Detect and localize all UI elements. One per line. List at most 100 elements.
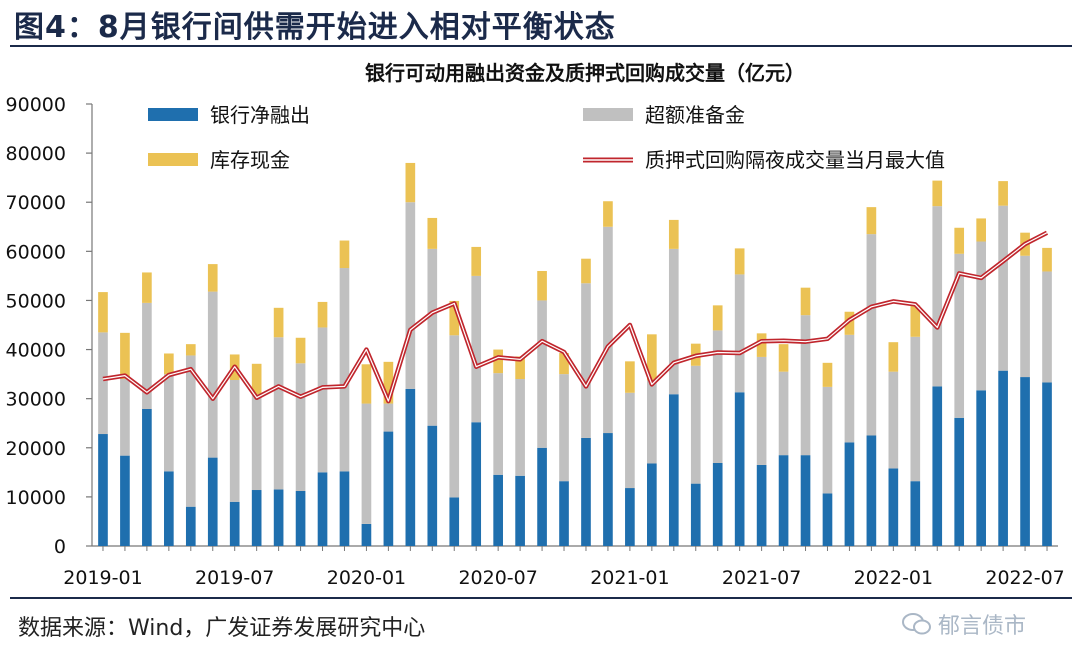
y-tick-label: 80000 [6,143,66,165]
bar-cash [800,287,811,316]
bar-net-financing [625,488,635,546]
bar-excess-reserve [120,379,130,456]
chart: 银行可动用融出资金及质押式回购成交量（亿元） 0 10000 20000 30000 4… [6,61,1065,589]
bar-net-financing [515,475,525,546]
bar-net-financing [1042,382,1052,546]
bar-cash [910,305,921,337]
bar-cash [888,342,899,372]
bar-excess-reserve [734,274,745,393]
bar-cash [668,219,679,249]
bar-net-financing [251,490,262,546]
bar-excess-reserve [317,327,328,473]
top-divider [10,45,1072,47]
x-tick-label: 2021-07 [722,567,801,589]
bar-excess-reserve [932,206,943,387]
y-tick-label: 30000 [6,389,66,411]
bar-net-financing [690,483,701,546]
bar-cash [976,218,986,242]
y-tick-label: 50000 [6,290,66,312]
figure-title: 图4：8月银行间供需开始进入相对平衡状态 [14,10,616,45]
bar-excess-reserve [98,332,108,435]
bar-net-financing [910,481,921,546]
x-axis: 2019-01 2019-07 2020-01 2020-07 2021-01 2021-… [63,545,1065,589]
bar-net-financing [383,431,394,546]
bar-cash [932,180,943,207]
bar-net-financing [339,471,350,546]
bar-excess-reserve [976,241,986,391]
bar-net-financing [142,408,152,546]
bar-excess-reserve [273,337,284,490]
bar-cash [207,264,218,292]
bar-net-financing [778,455,789,546]
x-tick-label: 2019-07 [195,567,274,589]
bar-cash [317,301,328,328]
bar-net-financing [800,455,811,546]
bar-net-financing [844,442,855,546]
bar-cash [405,162,416,203]
y-tick-label: 60000 [6,241,66,263]
x-tick-label: 2021-01 [590,567,669,589]
bar-excess-reserve [515,379,525,476]
bar-excess-reserve [207,291,218,458]
bar-cash [185,344,196,356]
bar-excess-reserve [1020,255,1030,378]
bar-cash [559,352,569,375]
bar-excess-reserve [998,205,1008,371]
bar-net-financing [888,468,899,546]
bar-net-financing [120,455,130,546]
bottom-divider [10,597,1072,599]
bar-cash [427,217,438,249]
bar-net-financing [471,422,482,546]
bar-net-financing [361,523,372,546]
bar-excess-reserve [164,374,174,472]
bar-cash [361,364,372,404]
bar-net-financing [734,392,745,546]
bar-net-financing [998,370,1008,546]
x-tick-label: 2022-07 [985,567,1064,589]
bar-cash [515,356,525,380]
bar-cash [734,248,745,275]
y-tick-label: 70000 [6,192,66,214]
bar-cash [339,240,350,269]
bar-cash [295,337,306,364]
bar-cash [120,332,130,380]
bar-cash [1042,247,1052,272]
bar-net-financing [559,481,569,546]
bar-cash [383,361,394,404]
bar-excess-reserve [1042,271,1052,383]
bar-cash [537,270,547,301]
bar-cash [142,272,152,303]
bar-excess-reserve [449,335,460,498]
bar-cash [998,181,1008,206]
bar-cash [471,246,482,276]
bar-net-financing [712,463,723,546]
legend-label-net-financing: 银行净融出 [210,103,310,127]
bar-excess-reserve [603,226,613,434]
bar-excess-reserve [756,356,767,465]
bar-excess-reserve [295,363,306,491]
bar-net-financing [229,501,240,546]
bar-cash [273,307,284,338]
bar-cash [251,363,262,395]
bar-cash [603,201,613,227]
bar-excess-reserve [625,392,635,489]
bar-excess-reserve [690,365,701,484]
bar-cash [954,227,965,254]
y-tick-label: 40000 [6,340,66,362]
chart-title: 银行可动用融出资金及质押式回购成交量（亿元） [365,61,805,85]
repo-line [102,230,1049,404]
bar-net-financing [866,435,877,546]
bar-net-financing [976,390,986,546]
watermark-text: 郁言债市 [938,614,1027,639]
legend-swatch-net-financing [148,108,198,121]
bar-excess-reserve [493,373,503,475]
wechat-icon [902,613,931,635]
bar-excess-reserve [339,268,350,472]
bar-net-financing [98,434,108,546]
bar-net-financing [932,386,943,546]
bar-cash [712,305,723,331]
bar-excess-reserve [537,300,547,448]
bar-net-financing [822,493,833,546]
bar-cash [866,207,877,235]
repo-line-inner [102,232,1048,402]
